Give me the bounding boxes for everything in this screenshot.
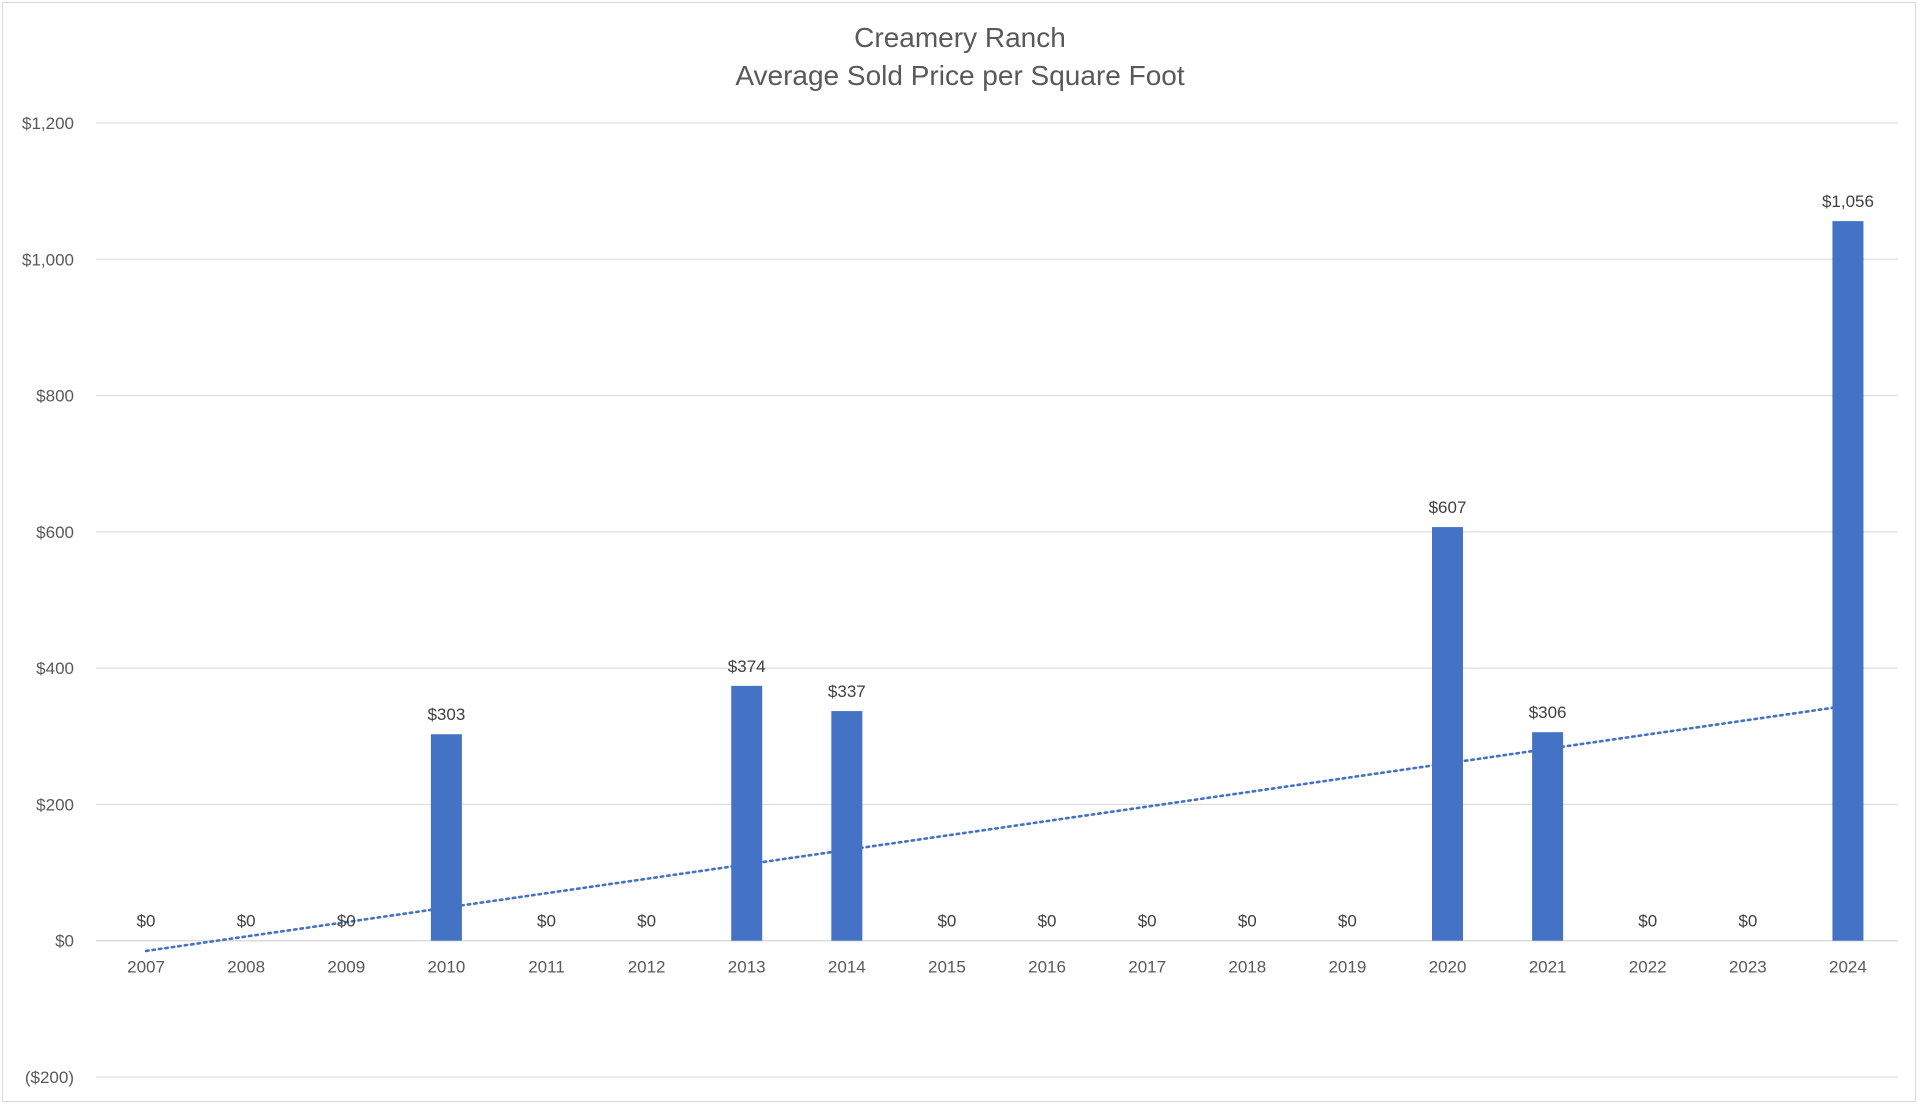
x-tick-label: 2015 (928, 958, 966, 977)
y-tick-label: $600 (36, 523, 74, 542)
x-tick-label: 2024 (1829, 958, 1867, 977)
y-tick-label: $800 (36, 387, 74, 406)
gridlines (96, 122, 1898, 1078)
y-tick-label: $1,000 (22, 250, 74, 269)
x-tick-label: 2022 (1629, 958, 1667, 977)
y-tick-label: $0 (55, 932, 74, 951)
x-tick-label: 2016 (1028, 958, 1066, 977)
data-label: $0 (637, 912, 656, 931)
data-labels: $0 $0 $0 $303 $0 $0 $374 $337 $0 $0 $0 $0 $0 $607 $306… (137, 192, 1874, 931)
x-tick-label: 2021 (1529, 958, 1567, 977)
x-tick-label: 2007 (127, 958, 165, 977)
x-tick-label: 2010 (427, 958, 465, 977)
y-tick-label: $200 (36, 795, 74, 814)
trendline (144, 704, 1850, 953)
data-label: $0 (1138, 912, 1157, 931)
x-tick-label: 2011 (528, 958, 565, 977)
chart-title: Creamery Ranch (854, 22, 1066, 53)
x-tick-label: 2008 (227, 958, 265, 977)
chart-subtitle: Average Sold Price per Square Foot (735, 60, 1185, 91)
data-label: $607 (1429, 498, 1467, 517)
data-label: $0 (1338, 912, 1357, 931)
data-label: $0 (1738, 912, 1757, 931)
x-tick-label: 2018 (1228, 958, 1266, 977)
x-tick-label: 2023 (1729, 958, 1767, 977)
x-tick-label: 2012 (628, 958, 666, 977)
bar (1432, 527, 1463, 941)
data-label: $0 (937, 912, 956, 931)
data-label: $374 (728, 657, 766, 676)
x-tick-label: 2014 (828, 958, 866, 977)
x-tick-label: 2019 (1328, 958, 1366, 977)
x-tick-label: 2009 (327, 958, 365, 977)
x-axis: 2007 2008 2009 2010 2011 2012 2013 2014 2015 2016… (127, 958, 1867, 977)
data-label: $0 (1238, 912, 1257, 931)
data-label: $0 (337, 912, 356, 931)
data-label: $1,056 (1822, 192, 1874, 211)
data-label: $0 (537, 912, 556, 931)
y-tick-label: $1,200 (22, 114, 74, 133)
x-tick-label: 2020 (1429, 958, 1467, 977)
trendline-group (144, 704, 1850, 953)
y-tick-label: ($200) (25, 1068, 74, 1087)
data-label: $0 (1638, 912, 1657, 931)
data-label: $337 (828, 682, 866, 701)
bars (430, 221, 1864, 941)
data-label: $303 (427, 705, 465, 724)
data-label: $0 (237, 912, 256, 931)
bar (1532, 732, 1564, 941)
bar (1832, 221, 1864, 941)
y-tick-label: $400 (36, 659, 74, 678)
x-tick-label: 2013 (728, 958, 766, 977)
data-label: $306 (1529, 703, 1567, 722)
data-label: $0 (137, 912, 156, 931)
y-axis: $1,200 $1,000 $800 $600 $400 $200 $0 ($200) (22, 114, 74, 1087)
bar (831, 711, 863, 941)
data-label: $0 (1038, 912, 1057, 931)
bar (731, 685, 763, 941)
x-tick-label: 2017 (1128, 958, 1166, 977)
